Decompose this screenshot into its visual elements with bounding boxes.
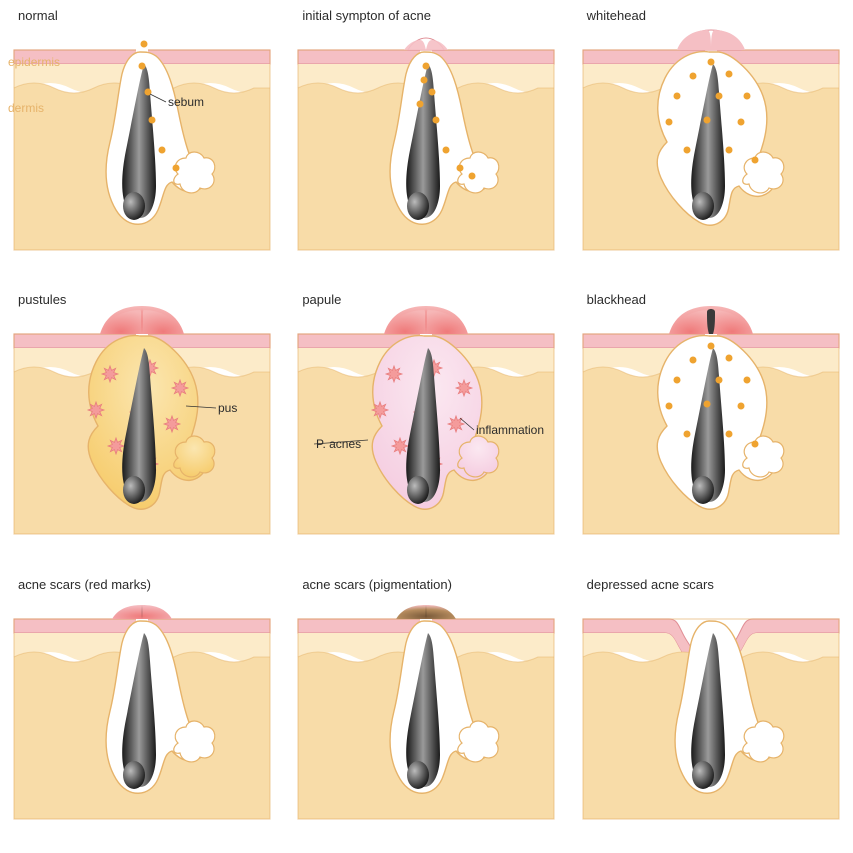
- panel-initial: initial sympton of acne: [284, 0, 568, 284]
- panel-title: acne scars (pigmentation): [302, 577, 452, 592]
- panel-blackhead: blackhead: [569, 284, 853, 568]
- panel-svg: [284, 0, 568, 284]
- annotation-label: inflammation: [476, 423, 544, 437]
- panel-papule: papule P. acnes inflammation: [284, 284, 568, 568]
- panel-title: blackhead: [587, 292, 646, 307]
- panel-svg: [569, 284, 853, 568]
- panel-svg: [569, 569, 853, 853]
- panel-svg: [284, 569, 568, 853]
- annotation-label: pus: [218, 401, 237, 415]
- panel-scar-depressed: depressed acne scars: [569, 569, 853, 853]
- panel-normal: normal epidermis dermis sebum: [0, 0, 284, 284]
- panel-title: initial sympton of acne: [302, 8, 431, 23]
- panel-whitehead: whitehead: [569, 0, 853, 284]
- annotation-label: dermis: [8, 101, 44, 115]
- panel-scar-red: acne scars (red marks): [0, 569, 284, 853]
- panel-svg: pus: [0, 284, 284, 568]
- panel-title: papule: [302, 292, 341, 307]
- panel-svg: P. acnes inflammation: [284, 284, 568, 568]
- panel-title: depressed acne scars: [587, 577, 714, 592]
- panel-svg: [0, 569, 284, 853]
- panel-scar-pig: acne scars (pigmentation): [284, 569, 568, 853]
- panel-title: whitehead: [587, 8, 646, 23]
- panel-title: pustules: [18, 292, 66, 307]
- annotation-label: P. acnes: [316, 437, 361, 451]
- annotation-label: sebum: [168, 95, 204, 109]
- panel-pustules: pustules pus: [0, 284, 284, 568]
- panel-title: normal: [18, 8, 58, 23]
- panel-title: acne scars (red marks): [18, 577, 151, 592]
- diagram-grid: normal epidermis dermis sebum initial sympto…: [0, 0, 853, 853]
- annotation-label: epidermis: [8, 55, 60, 69]
- panel-svg: [569, 0, 853, 284]
- panel-svg: epidermis dermis sebum: [0, 0, 284, 284]
